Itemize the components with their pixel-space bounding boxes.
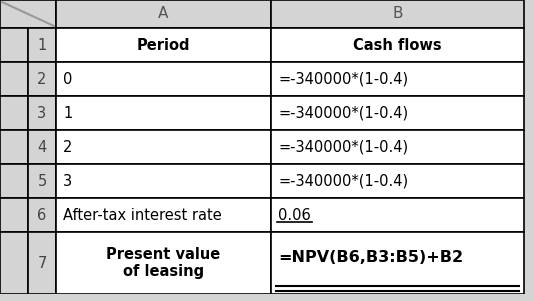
Bar bbox=[28, 96, 56, 130]
Text: 0: 0 bbox=[63, 72, 72, 86]
Bar bbox=[271, 164, 524, 198]
Bar bbox=[28, 198, 56, 232]
Text: 3: 3 bbox=[37, 105, 46, 120]
Bar bbox=[271, 232, 524, 294]
Text: =-340000*(1-0.4): =-340000*(1-0.4) bbox=[278, 105, 408, 120]
Bar bbox=[56, 232, 271, 294]
Bar bbox=[0, 28, 28, 62]
Bar bbox=[0, 232, 28, 294]
Text: After-tax interest rate: After-tax interest rate bbox=[63, 207, 222, 222]
Bar bbox=[28, 130, 56, 164]
Text: Present value
of leasing: Present value of leasing bbox=[107, 247, 221, 279]
Bar bbox=[271, 28, 524, 62]
Bar bbox=[271, 130, 524, 164]
Text: 2: 2 bbox=[63, 139, 72, 154]
Bar bbox=[0, 164, 28, 198]
Text: 6: 6 bbox=[37, 207, 46, 222]
Bar bbox=[56, 130, 271, 164]
Bar bbox=[271, 96, 524, 130]
Bar bbox=[271, 62, 524, 96]
Text: 3: 3 bbox=[63, 173, 72, 188]
Text: 4: 4 bbox=[37, 139, 46, 154]
Bar bbox=[28, 28, 56, 62]
Bar bbox=[271, 198, 524, 232]
Text: A: A bbox=[158, 7, 168, 21]
Text: =NPV(B6,B3:B5)+B2: =NPV(B6,B3:B5)+B2 bbox=[278, 250, 463, 265]
Bar bbox=[56, 62, 271, 96]
Bar bbox=[0, 96, 28, 130]
Text: B: B bbox=[392, 7, 403, 21]
Text: Period: Period bbox=[137, 38, 190, 52]
Bar bbox=[28, 232, 56, 294]
Text: 1: 1 bbox=[37, 38, 46, 52]
Text: 5: 5 bbox=[37, 173, 46, 188]
Bar bbox=[271, 0, 524, 28]
Text: 2: 2 bbox=[37, 72, 47, 86]
Bar bbox=[0, 0, 56, 28]
Bar bbox=[56, 198, 271, 232]
Text: =-340000*(1-0.4): =-340000*(1-0.4) bbox=[278, 72, 408, 86]
Text: =-340000*(1-0.4): =-340000*(1-0.4) bbox=[278, 173, 408, 188]
Bar bbox=[0, 62, 28, 96]
Bar bbox=[0, 198, 28, 232]
Bar bbox=[28, 62, 56, 96]
Bar bbox=[0, 130, 28, 164]
Bar bbox=[56, 0, 271, 28]
Text: 0.06: 0.06 bbox=[278, 207, 311, 222]
Bar bbox=[28, 164, 56, 198]
Bar bbox=[56, 28, 271, 62]
Bar bbox=[0, 294, 533, 301]
Text: =-340000*(1-0.4): =-340000*(1-0.4) bbox=[278, 139, 408, 154]
Bar bbox=[56, 96, 271, 130]
Text: 7: 7 bbox=[37, 256, 47, 271]
Bar bbox=[56, 164, 271, 198]
Text: Cash flows: Cash flows bbox=[353, 38, 442, 52]
Text: 1: 1 bbox=[63, 105, 72, 120]
